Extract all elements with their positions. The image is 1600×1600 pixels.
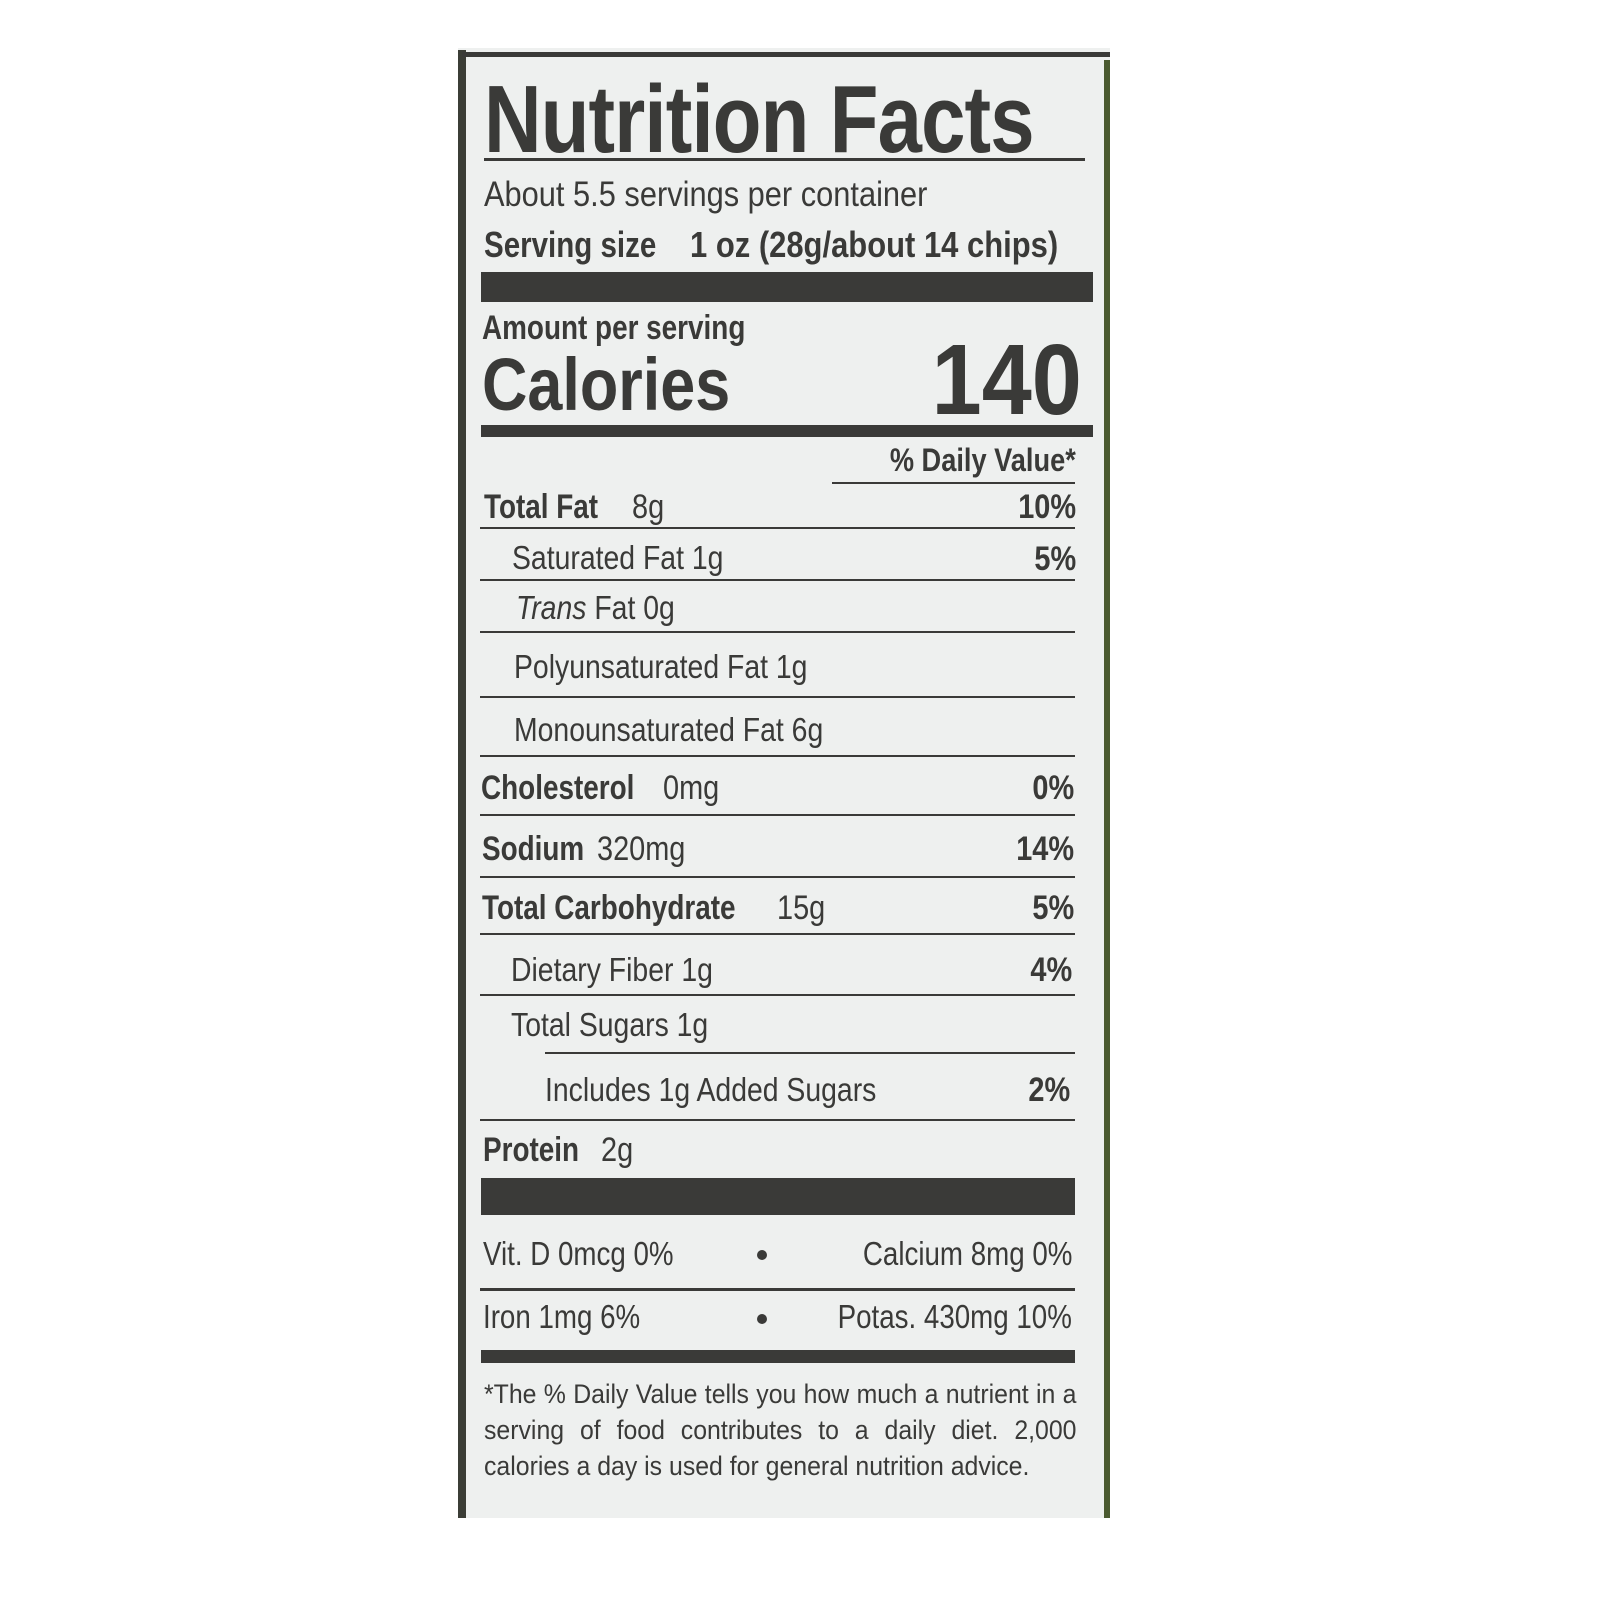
serving-size-value: 1 oz (28g/about 14 chips)	[690, 224, 1059, 265]
nutrient-label: Total Sugars 1g	[511, 1006, 709, 1043]
footnote: *The % Daily Value tells you how much a …	[484, 1379, 1077, 1481]
vitamin-left: Iron 1mg 6%	[483, 1298, 641, 1335]
daily-value-header: % Daily Value*	[890, 442, 1076, 478]
divider	[480, 994, 1075, 996]
nutrient-dv: 0%	[1032, 769, 1074, 807]
divider	[480, 933, 1075, 935]
label-title: Nutrition Facts	[484, 66, 1035, 173]
vitamin-left: Vit. D 0mcg 0%	[483, 1235, 674, 1272]
nutrient-label: Includes 1g Added Sugars	[545, 1071, 877, 1108]
label-border-left	[458, 50, 466, 1518]
divider	[545, 1052, 1075, 1054]
nutrient-label-trans: Trans Fat 0g	[516, 591, 675, 624]
nutrient-amount: 15g	[777, 889, 826, 927]
nutrient-label: Fat 0g	[594, 589, 675, 626]
medium-divider	[481, 1350, 1075, 1363]
trans-italic: Trans	[516, 589, 587, 626]
bullet	[757, 1250, 767, 1260]
servings-per-container: About 5.5 servings per container	[484, 175, 928, 214]
nutrient-label: Saturated Fat 1g	[512, 539, 724, 576]
nutrient-amount: 0mg	[663, 769, 720, 807]
thick-divider	[481, 272, 1093, 302]
nutrient-dv: 5%	[1032, 889, 1074, 927]
nutrient-label: Monounsaturated Fat 6g	[514, 711, 824, 748]
nutrient-amount: 320mg	[597, 830, 686, 868]
divider	[480, 1288, 1075, 1291]
bullet	[757, 1314, 767, 1324]
nutrient-label: Total Carbohydrate	[482, 889, 736, 927]
nutrient-label: Protein	[483, 1131, 580, 1169]
divider	[480, 696, 1075, 698]
label-border-right	[1104, 60, 1110, 1518]
label-border-top	[462, 52, 1110, 57]
nutrient-dv: 2%	[1028, 1071, 1070, 1109]
divider	[480, 814, 1075, 816]
nutrient-amount: 2g	[601, 1131, 634, 1169]
vitamin-right: Potas. 430mg 10%	[837, 1298, 1072, 1335]
calories-value: 140	[931, 324, 1082, 436]
nutrient-dv: 5%	[1034, 540, 1076, 578]
vitamin-right: Calcium 8mg 0%	[862, 1235, 1072, 1272]
nutrient-label: Polyunsaturated Fat 1g	[514, 648, 808, 685]
nutrient-dv: 10%	[1018, 488, 1076, 526]
nutrient-label: Total Fat	[484, 488, 599, 526]
nutrient-dv: 4%	[1030, 951, 1072, 989]
divider	[484, 158, 1085, 161]
divider	[480, 876, 1075, 878]
thick-divider	[481, 1178, 1075, 1215]
serving-size-label: Serving size	[484, 224, 657, 265]
divider	[832, 482, 1075, 484]
divider	[480, 631, 1075, 633]
nutrient-dv: 14%	[1016, 830, 1074, 868]
nutrient-label: Dietary Fiber 1g	[511, 951, 713, 988]
calories-label: Calories	[482, 343, 731, 426]
medium-divider	[481, 425, 1093, 437]
divider	[480, 755, 1075, 757]
amount-per-serving: Amount per serving	[482, 309, 746, 347]
divider	[480, 1119, 1075, 1121]
nutrient-amount: 8g	[632, 488, 665, 526]
nutrient-label: Sodium	[482, 830, 585, 868]
divider	[480, 579, 1075, 581]
divider	[480, 527, 1075, 529]
nutrient-label: Cholesterol	[481, 769, 635, 807]
